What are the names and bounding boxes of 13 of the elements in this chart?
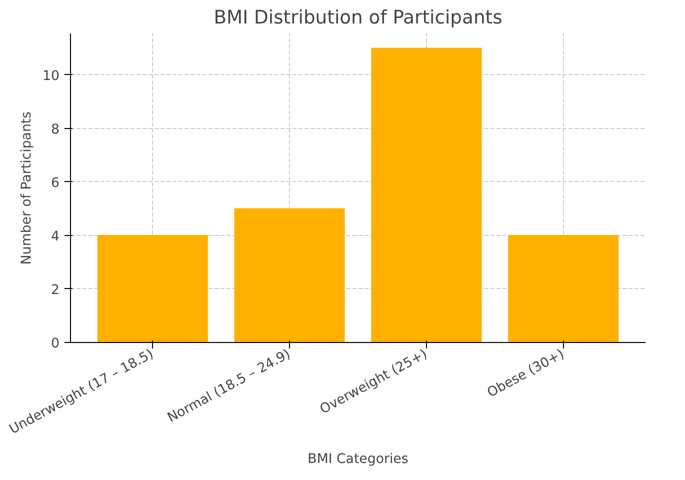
bar: [97, 234, 208, 342]
x-axis-title: BMI Categories: [308, 452, 408, 468]
y-tick-label: 2: [51, 282, 60, 298]
y-tick-label: 0: [51, 336, 60, 352]
y-tick-label: 6: [51, 176, 60, 191]
bar: [371, 48, 482, 342]
bar: [234, 208, 345, 342]
y-tick-label: 4: [51, 229, 60, 244]
bar: [508, 234, 619, 342]
chart-title: BMI Distribution of Participants: [214, 8, 502, 28]
y-tick-label: 8: [51, 122, 60, 138]
y-tick-label: 10: [42, 68, 60, 84]
y-axis-title: Number of Participants: [20, 111, 35, 265]
